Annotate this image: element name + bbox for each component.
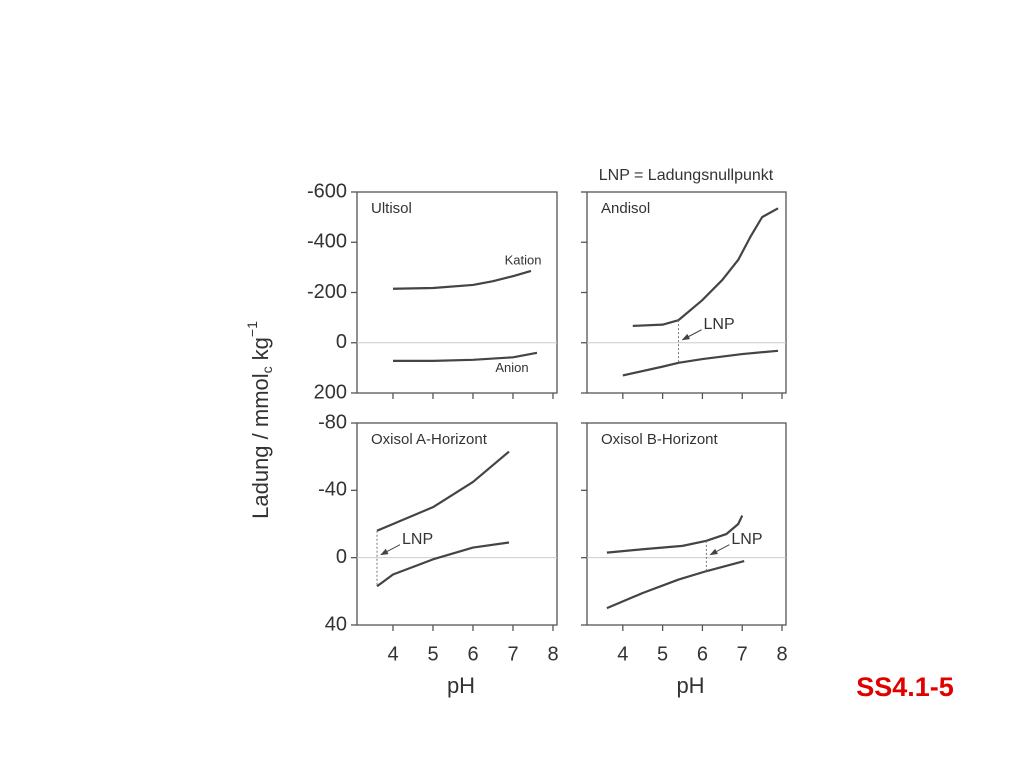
y-label-sub: c [259,366,275,373]
plot-frame [586,422,787,626]
y-tick-label: -80 [318,411,347,433]
x-tick-label: 7 [507,643,518,665]
y-label-unit: kg [248,337,273,360]
y-tick-label: 40 [325,613,347,635]
y-tick-label: -400 [307,231,347,253]
lnp-arrow [709,544,730,556]
header-note: LNP = Ladungsnullpunkt [599,167,774,184]
curve [376,541,510,588]
y-label-sup: −1 [244,321,260,337]
x-tick-label: 7 [737,643,748,665]
x-tick-label: 6 [467,643,478,665]
y-label-main: Ladung / mmol [248,373,273,519]
curve [392,269,532,290]
y-tick-label: -200 [307,281,347,303]
curve [632,207,779,328]
series-label: Anion [495,360,528,375]
x-tick-label: 4 [387,643,398,665]
x-tick-label: 8 [776,643,787,665]
x-tick-label: 6 [697,643,708,665]
x-tick-label: 5 [427,643,438,665]
y-tick-label: 0 [336,546,347,568]
series-label: Kation [505,252,542,267]
x-tick-label: 5 [657,643,668,665]
panel-title: Oxisol A-Horizont [371,431,488,448]
y-tick-label: -600 [307,180,347,202]
plot-frame [586,191,787,394]
y-tick-label: -40 [318,479,347,501]
annotation: LNP [731,531,762,548]
annotation: LNP [402,531,433,548]
panel-title: Andisol [601,200,650,217]
y-tick-label: 0 [336,331,347,353]
curve [606,559,745,610]
x-axis-label: pH [676,673,704,698]
curve [376,450,510,532]
curve [606,515,744,554]
y-axis-label: Ladung / mmolc kg−1 [244,321,275,519]
curve [622,349,779,377]
lnp-arrow [681,329,702,341]
panel-title: Ultisol [371,200,412,217]
plot-frame [356,422,558,626]
slide-id: SS4.1-5 [856,672,954,702]
x-axis-label: pH [447,673,475,698]
curve [393,351,538,362]
x-tick-label: 8 [547,643,558,665]
lnp-arrow [380,544,401,556]
panel-title: Oxisol B-Horizont [601,431,719,448]
y-tick-label: 200 [314,381,347,403]
x-tick-label: 4 [617,643,628,665]
annotation: LNP [704,316,735,333]
